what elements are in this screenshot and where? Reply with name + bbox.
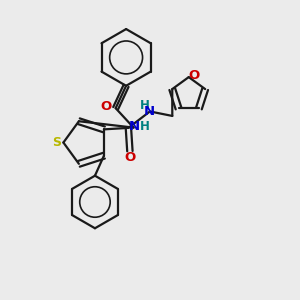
Text: N: N	[129, 120, 140, 133]
Text: O: O	[188, 69, 200, 82]
Text: H: H	[140, 120, 150, 133]
Text: S: S	[52, 136, 61, 149]
Text: O: O	[100, 100, 112, 113]
Text: H: H	[140, 99, 149, 112]
Text: N: N	[144, 105, 155, 118]
Text: O: O	[124, 151, 136, 164]
